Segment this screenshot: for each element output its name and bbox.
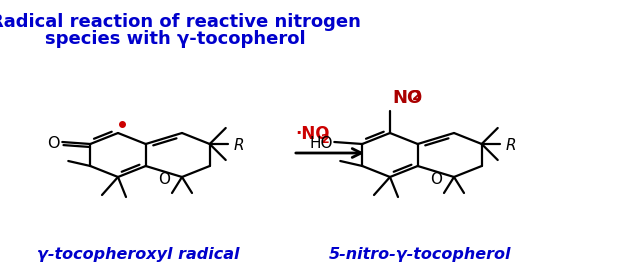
Text: species with γ-tocopherol: species with γ-tocopherol [44, 30, 305, 48]
Text: NO: NO [392, 89, 422, 107]
Text: R: R [506, 138, 516, 153]
Text: 2: 2 [321, 133, 330, 146]
Text: O: O [158, 172, 170, 187]
Text: ·NO: ·NO [295, 125, 329, 143]
Text: 2: 2 [412, 89, 421, 103]
Text: Radical reaction of reactive nitrogen: Radical reaction of reactive nitrogen [0, 13, 360, 31]
Text: γ-tocopheroxyl radical: γ-tocopheroxyl radical [36, 247, 239, 262]
Text: 5-nitro-γ-tocopherol: 5-nitro-γ-tocopherol [329, 247, 511, 262]
Text: O: O [430, 172, 442, 187]
Text: O: O [47, 135, 59, 150]
Text: HO: HO [310, 135, 333, 150]
Text: R: R [234, 138, 244, 153]
